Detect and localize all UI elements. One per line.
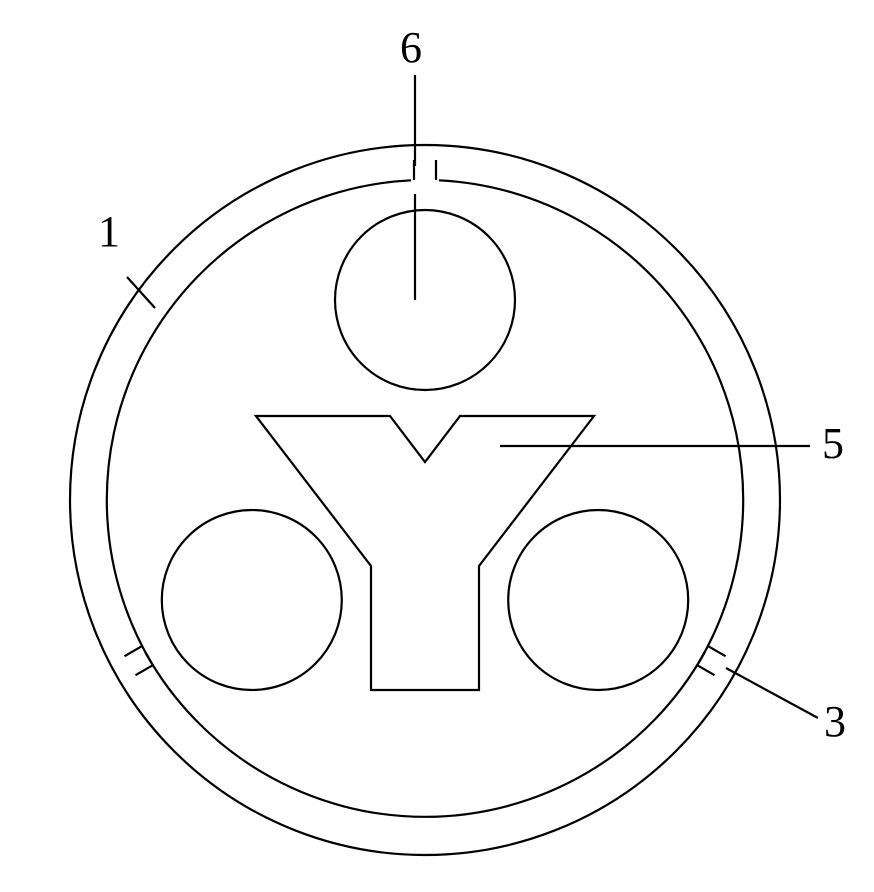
center-y-shape <box>256 416 594 690</box>
callout-6: 6 <box>400 23 422 300</box>
small-circles-group <box>162 210 688 690</box>
callout-1: 1 <box>98 207 155 308</box>
small-circle-bottom-left <box>162 510 342 690</box>
callout-3: 3 <box>726 668 846 746</box>
technical-diagram: 6 1 5 3 <box>0 0 874 892</box>
small-circle-bottom-right <box>508 510 688 690</box>
label-3-text: 3 <box>824 697 846 746</box>
small-circle-top <box>335 210 515 390</box>
outer-ring <box>70 145 780 855</box>
callout-5: 5 <box>500 419 844 468</box>
label-5-text: 5 <box>822 419 844 468</box>
inner-ring <box>107 180 743 817</box>
label-1-text: 1 <box>98 207 120 256</box>
label-6-text: 6 <box>400 23 422 72</box>
ring-notches <box>125 160 726 675</box>
